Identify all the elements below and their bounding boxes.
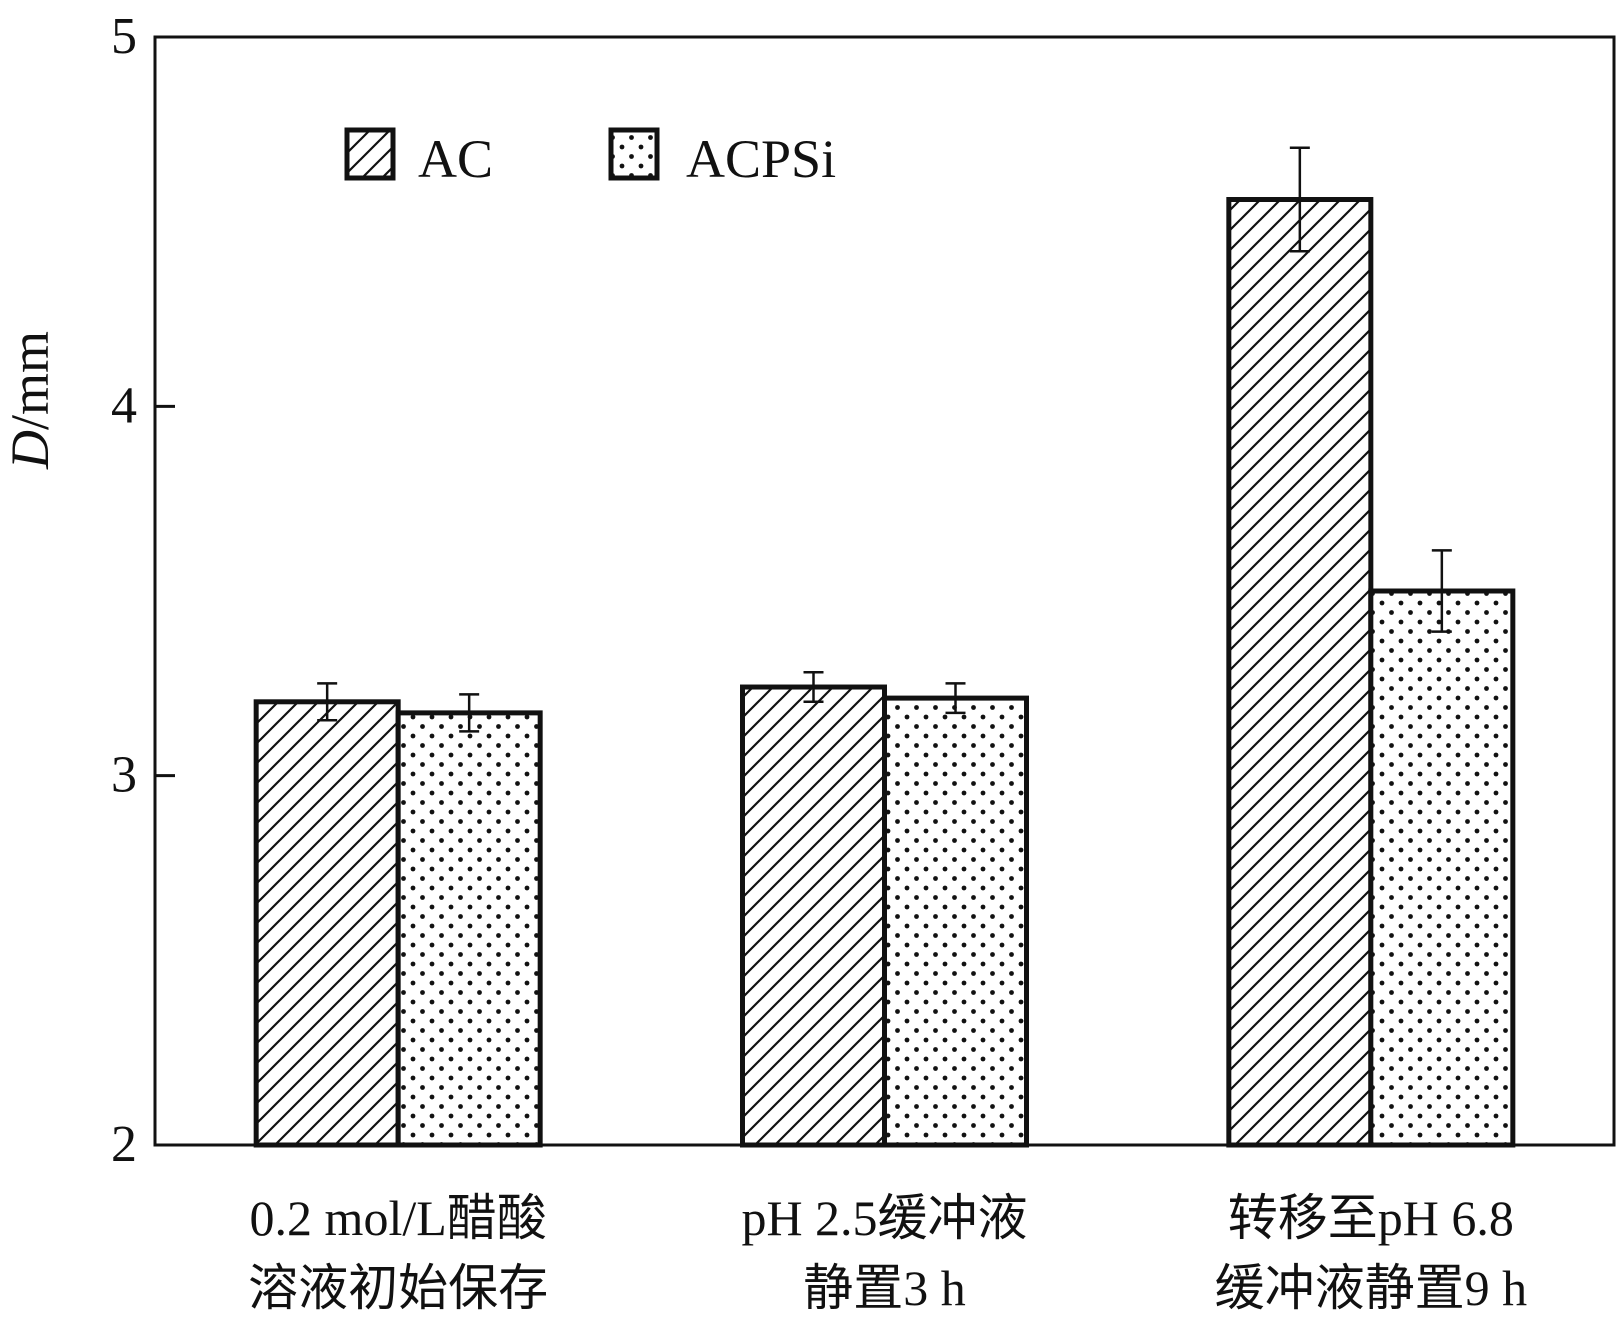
y-tick-label: 3: [111, 747, 137, 804]
x-category-label: 静置3 h: [803, 1260, 966, 1316]
y-axis-label: D/mm: [0, 331, 60, 470]
bar-ac-0: [253, 699, 401, 1148]
bar-acpsi-2: [1368, 588, 1516, 1148]
bar-acpsi-0: [395, 710, 543, 1148]
legend-label-ac: AC: [418, 129, 493, 189]
plot-frame: [153, 35, 1616, 1147]
error-bars-layer: [317, 146, 1452, 733]
y-tick-label: 4: [111, 377, 137, 434]
bar-ac-1: [740, 684, 887, 1148]
bar-ac-2: [1226, 197, 1374, 1148]
legend: AC ACPSi: [344, 127, 836, 189]
x-category-label: 溶液初始保存: [248, 1260, 548, 1316]
legend-label-acpsi: ACPSi: [686, 129, 836, 189]
y-ticks-layer: 2 3 4 5: [111, 8, 175, 1173]
x-category-label: 0.2 mol/L醋酸: [250, 1190, 547, 1246]
x-category-label: pH 2.5缓冲液: [741, 1190, 1027, 1246]
y-tick-label: 5: [111, 8, 137, 65]
bars-layer: [253, 197, 1516, 1148]
x-category-label: 缓冲液静置9 h: [1215, 1260, 1528, 1316]
y-axis-label-symbol: D: [0, 430, 60, 470]
x-category-label: 转移至pH 6.8: [1228, 1190, 1514, 1246]
legend-swatch-acpsi: [608, 127, 660, 181]
bar-acpsi-1: [882, 695, 1029, 1148]
y-tick-label: 2: [111, 1116, 137, 1173]
legend-swatch-ac: [344, 127, 396, 181]
y-axis-label-unit: /mm: [0, 331, 60, 430]
